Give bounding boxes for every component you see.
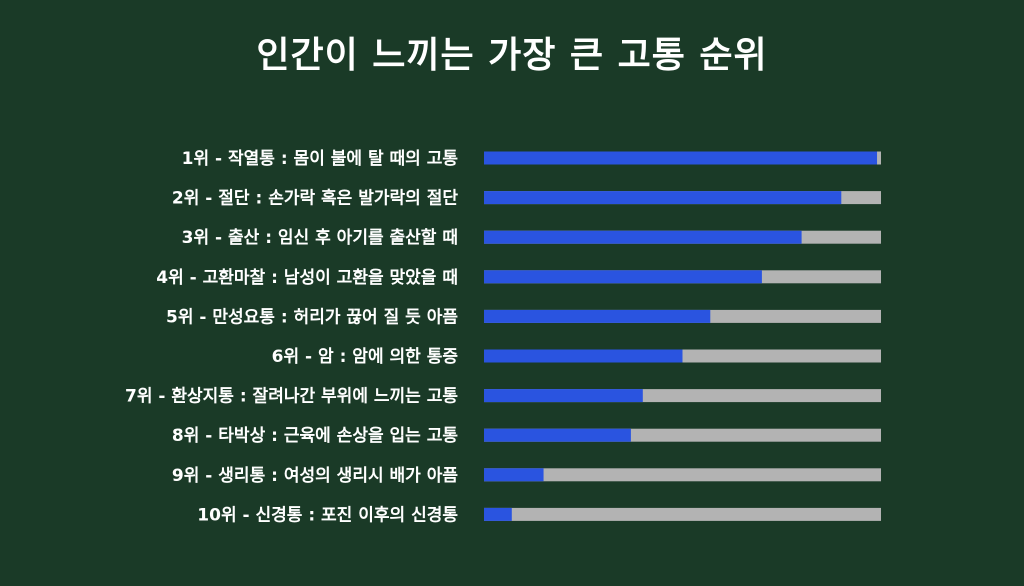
- bar-value: [484, 230, 802, 244]
- category-label: 2위 - 절단 : 손가락 혹은 발가락의 절단: [172, 188, 458, 209]
- bar-value: [484, 507, 512, 521]
- category-label: 1위 - 작열통 : 몸이 불에 탈 때의 고통: [182, 148, 459, 169]
- category-label: 4위 - 고환마찰 : 남성이 고환을 맞았을 때: [156, 268, 458, 288]
- category-label: 8위 - 타박상 : 근육에 손상을 입는 고통: [172, 426, 458, 446]
- bar-row-2: 2위 - 절단 : 손가락 혹은 발가락의 절단: [172, 188, 881, 209]
- bar-value: [484, 468, 544, 482]
- bar-row-7: 7위 - 환상지통 : 잘려나간 부위에 느끼는 고통: [125, 386, 881, 407]
- category-label: 10위 - 신경통 : 포진 이후의 신경통: [197, 504, 458, 525]
- bar-value: [484, 270, 762, 284]
- bar-value: [484, 309, 711, 323]
- category-label: 5위 - 만성요통 : 허리가 끊어 질 듯 아픔: [166, 306, 458, 327]
- bar-row-9: 9위 - 생리통 : 여성의 생리시 배가 아픔: [172, 466, 881, 486]
- bar-value: [484, 151, 878, 165]
- bar-row-4: 4위 - 고환마찰 : 남성이 고환을 맞았을 때: [156, 268, 881, 288]
- bar-track: [484, 468, 881, 482]
- category-label: 3위 - 출산 : 임신 후 아기를 출산할 때: [182, 227, 458, 248]
- bar-value: [484, 428, 631, 442]
- bar-track: [484, 507, 881, 521]
- bar-row-10: 10위 - 신경통 : 포진 이후의 신경통: [197, 504, 881, 525]
- category-label: 6위 - 암 : 암에 의한 통증: [272, 347, 459, 367]
- bar-row-6: 6위 - 암 : 암에 의한 통증: [272, 347, 881, 367]
- bar-value: [484, 389, 643, 403]
- bar-row-3: 3위 - 출산 : 임신 후 아기를 출산할 때: [182, 227, 881, 248]
- bar-value: [484, 191, 842, 205]
- bar-row-5: 5위 - 만성요통 : 허리가 끊어 질 듯 아픔: [166, 306, 881, 327]
- category-label: 9위 - 생리통 : 여성의 생리시 배가 아픔: [172, 466, 458, 486]
- bar-row-1: 1위 - 작열통 : 몸이 불에 탈 때의 고통: [182, 148, 881, 169]
- chart-title: 인간이 느끼는 가장 큰 고통 순위: [256, 35, 768, 76]
- category-label: 7위 - 환상지통 : 잘려나간 부위에 느끼는 고통: [125, 386, 458, 407]
- bar-value: [484, 349, 683, 363]
- bar-row-8: 8위 - 타박상 : 근육에 손상을 입는 고통: [172, 426, 881, 446]
